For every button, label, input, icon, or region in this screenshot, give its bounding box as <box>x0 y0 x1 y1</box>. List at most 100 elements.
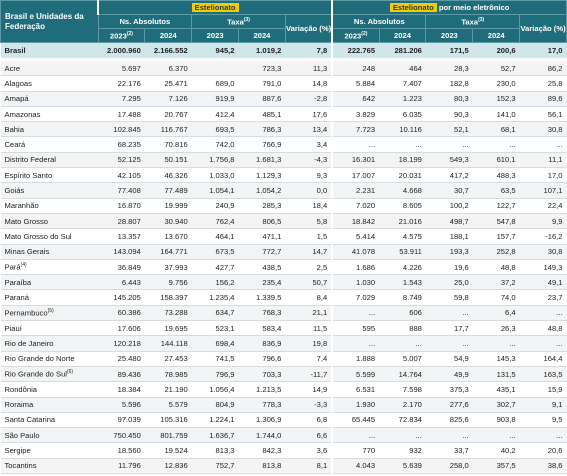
table-row: Minas Gerais 143.094 164.771 673,5 772,7 14,7… <box>0 244 567 260</box>
cell: 1.235,4 <box>191 289 239 306</box>
cell: 836,9 <box>238 335 286 352</box>
cell: 903,8 <box>472 412 520 429</box>
cell: 5,8 <box>285 213 333 230</box>
region-name: Piauí <box>0 320 98 337</box>
cell: 5.884 <box>331 75 380 92</box>
cell: 796,6 <box>238 351 286 367</box>
cell: 56,1 <box>519 106 567 123</box>
year: 2023 <box>344 31 362 41</box>
cell: 693,5 <box>191 121 239 138</box>
table-row: Santa Catarina 97.039 105.316 1.224,1 1.306,… <box>0 412 567 429</box>
cell: 3,4 <box>285 136 333 153</box>
sub-header: Ns. Absolutos <box>97 14 193 29</box>
table-row: Mato Grosso do Sul 13.357 13.670 464,1 471,1… <box>0 228 567 245</box>
cell: 86,2 <box>519 59 567 77</box>
cell: 375,3 <box>425 381 473 398</box>
cell: 417,2 <box>425 167 473 184</box>
region-name: Paraná <box>0 289 98 306</box>
table-row: Tocantins 11.796 12.836 752,7 813,8 8,1 4.043 5… <box>0 458 567 475</box>
cell: ... <box>379 427 426 444</box>
group-header: Estelionato <box>96 0 333 15</box>
name: Distrito Federal <box>4 155 56 165</box>
table-row: Paraná 145.205 158.397 1.235,4 1.339,5 8,4 7.0… <box>0 289 567 306</box>
cell: 642 <box>331 91 380 107</box>
cell: 770 <box>331 442 380 459</box>
note: (3) <box>478 16 485 23</box>
year-header: 2023(2) <box>331 28 380 43</box>
name: Paraná <box>4 293 30 303</box>
cell: 813,3 <box>191 442 239 459</box>
cell: 1.030 <box>331 274 380 291</box>
cell: 825,6 <box>425 412 473 429</box>
name: Goiás <box>4 186 25 196</box>
cell: 30.940 <box>144 213 192 230</box>
cell: 1.681,3 <box>238 152 286 169</box>
region-name: Sergipe <box>0 442 98 459</box>
table-row: Rio Grande do Norte 25.480 27.453 741,5 796,… <box>0 351 567 367</box>
cell: 1.054,1 <box>191 182 239 199</box>
name: Pernambuco <box>4 308 48 318</box>
region-name: Pernambuco(5) <box>0 305 98 322</box>
name: Mato Grosso do Sul <box>4 231 72 241</box>
cell: 141,0 <box>472 106 520 123</box>
cell: 73.288 <box>144 305 192 322</box>
cell: 158.397 <box>144 289 192 306</box>
cell: 17.007 <box>331 167 380 184</box>
cell: ... <box>425 335 473 352</box>
cell: 11,3 <box>285 59 333 77</box>
cell: 145,3 <box>472 351 520 367</box>
cell: 2,5 <box>285 259 333 276</box>
table-row: Bahia 102.845 116.767 693,5 786,3 13,4 7.723 10… <box>0 121 567 138</box>
cell: 149,3 <box>519 259 567 276</box>
cell: 156,2 <box>191 274 239 291</box>
cell: 9,1 <box>519 397 567 413</box>
region-name: Goiás <box>0 182 98 199</box>
cell: 22,4 <box>519 198 567 214</box>
cell: 49,1 <box>519 274 567 291</box>
name: Roraima <box>4 400 34 410</box>
cell: 17,6 <box>285 106 333 123</box>
cell: 36.849 <box>98 259 145 276</box>
table-row: Espírito Santo 42.105 46.326 1.033,0 1.129,3… <box>0 167 567 184</box>
name: Rio Grande do Norte <box>4 354 75 364</box>
cell: 427,7 <box>191 259 239 276</box>
cell: 887,6 <box>238 91 286 107</box>
cell: 54,9 <box>425 351 473 367</box>
cell: 152,3 <box>472 91 520 107</box>
cell: 5.596 <box>98 397 145 413</box>
cell: ... <box>379 335 426 352</box>
region-header: Brasil e Unidades da Federação <box>0 0 99 43</box>
sub-header: Variação (%) <box>519 14 567 43</box>
name: Espírito Santo <box>4 170 53 180</box>
cell: 230,0 <box>472 75 520 92</box>
cell: 38,6 <box>519 458 567 475</box>
cell <box>191 59 239 77</box>
name: Santa Catarina <box>4 415 56 425</box>
cell: 163,5 <box>519 366 567 383</box>
cell: 6.443 <box>98 274 145 291</box>
name: Alagoas <box>4 78 32 88</box>
cell: 9,5 <box>519 412 567 429</box>
year: 2023 <box>109 31 127 41</box>
cell: 842,3 <box>238 442 286 459</box>
cell: ... <box>331 427 380 444</box>
cell: 107,1 <box>519 182 567 199</box>
region-name: Rondônia <box>0 381 98 398</box>
cell: 105.316 <box>144 412 192 429</box>
cell: 235,4 <box>238 274 286 291</box>
region-name: Tocantins <box>0 458 98 475</box>
cell: 7.295 <box>98 91 145 107</box>
cell: 131,5 <box>472 366 520 383</box>
cell: 1.339,5 <box>238 289 286 306</box>
name: Ceará <box>4 140 26 150</box>
cell: 438,5 <box>238 259 286 276</box>
region-name: Espírito Santo <box>0 167 98 184</box>
cell: 5.639 <box>379 458 426 475</box>
table-row: Alagoas 22.176 25.471 689,0 791,0 14,8 5.884 7.… <box>0 75 567 92</box>
cell: 742,0 <box>191 136 239 153</box>
header-row: Brasil e Unidades da Federação Estelionat… <box>0 0 567 43</box>
cell: 9,3 <box>285 167 333 184</box>
region-name: Maranhão <box>0 198 98 214</box>
cell: 30,8 <box>519 121 567 138</box>
